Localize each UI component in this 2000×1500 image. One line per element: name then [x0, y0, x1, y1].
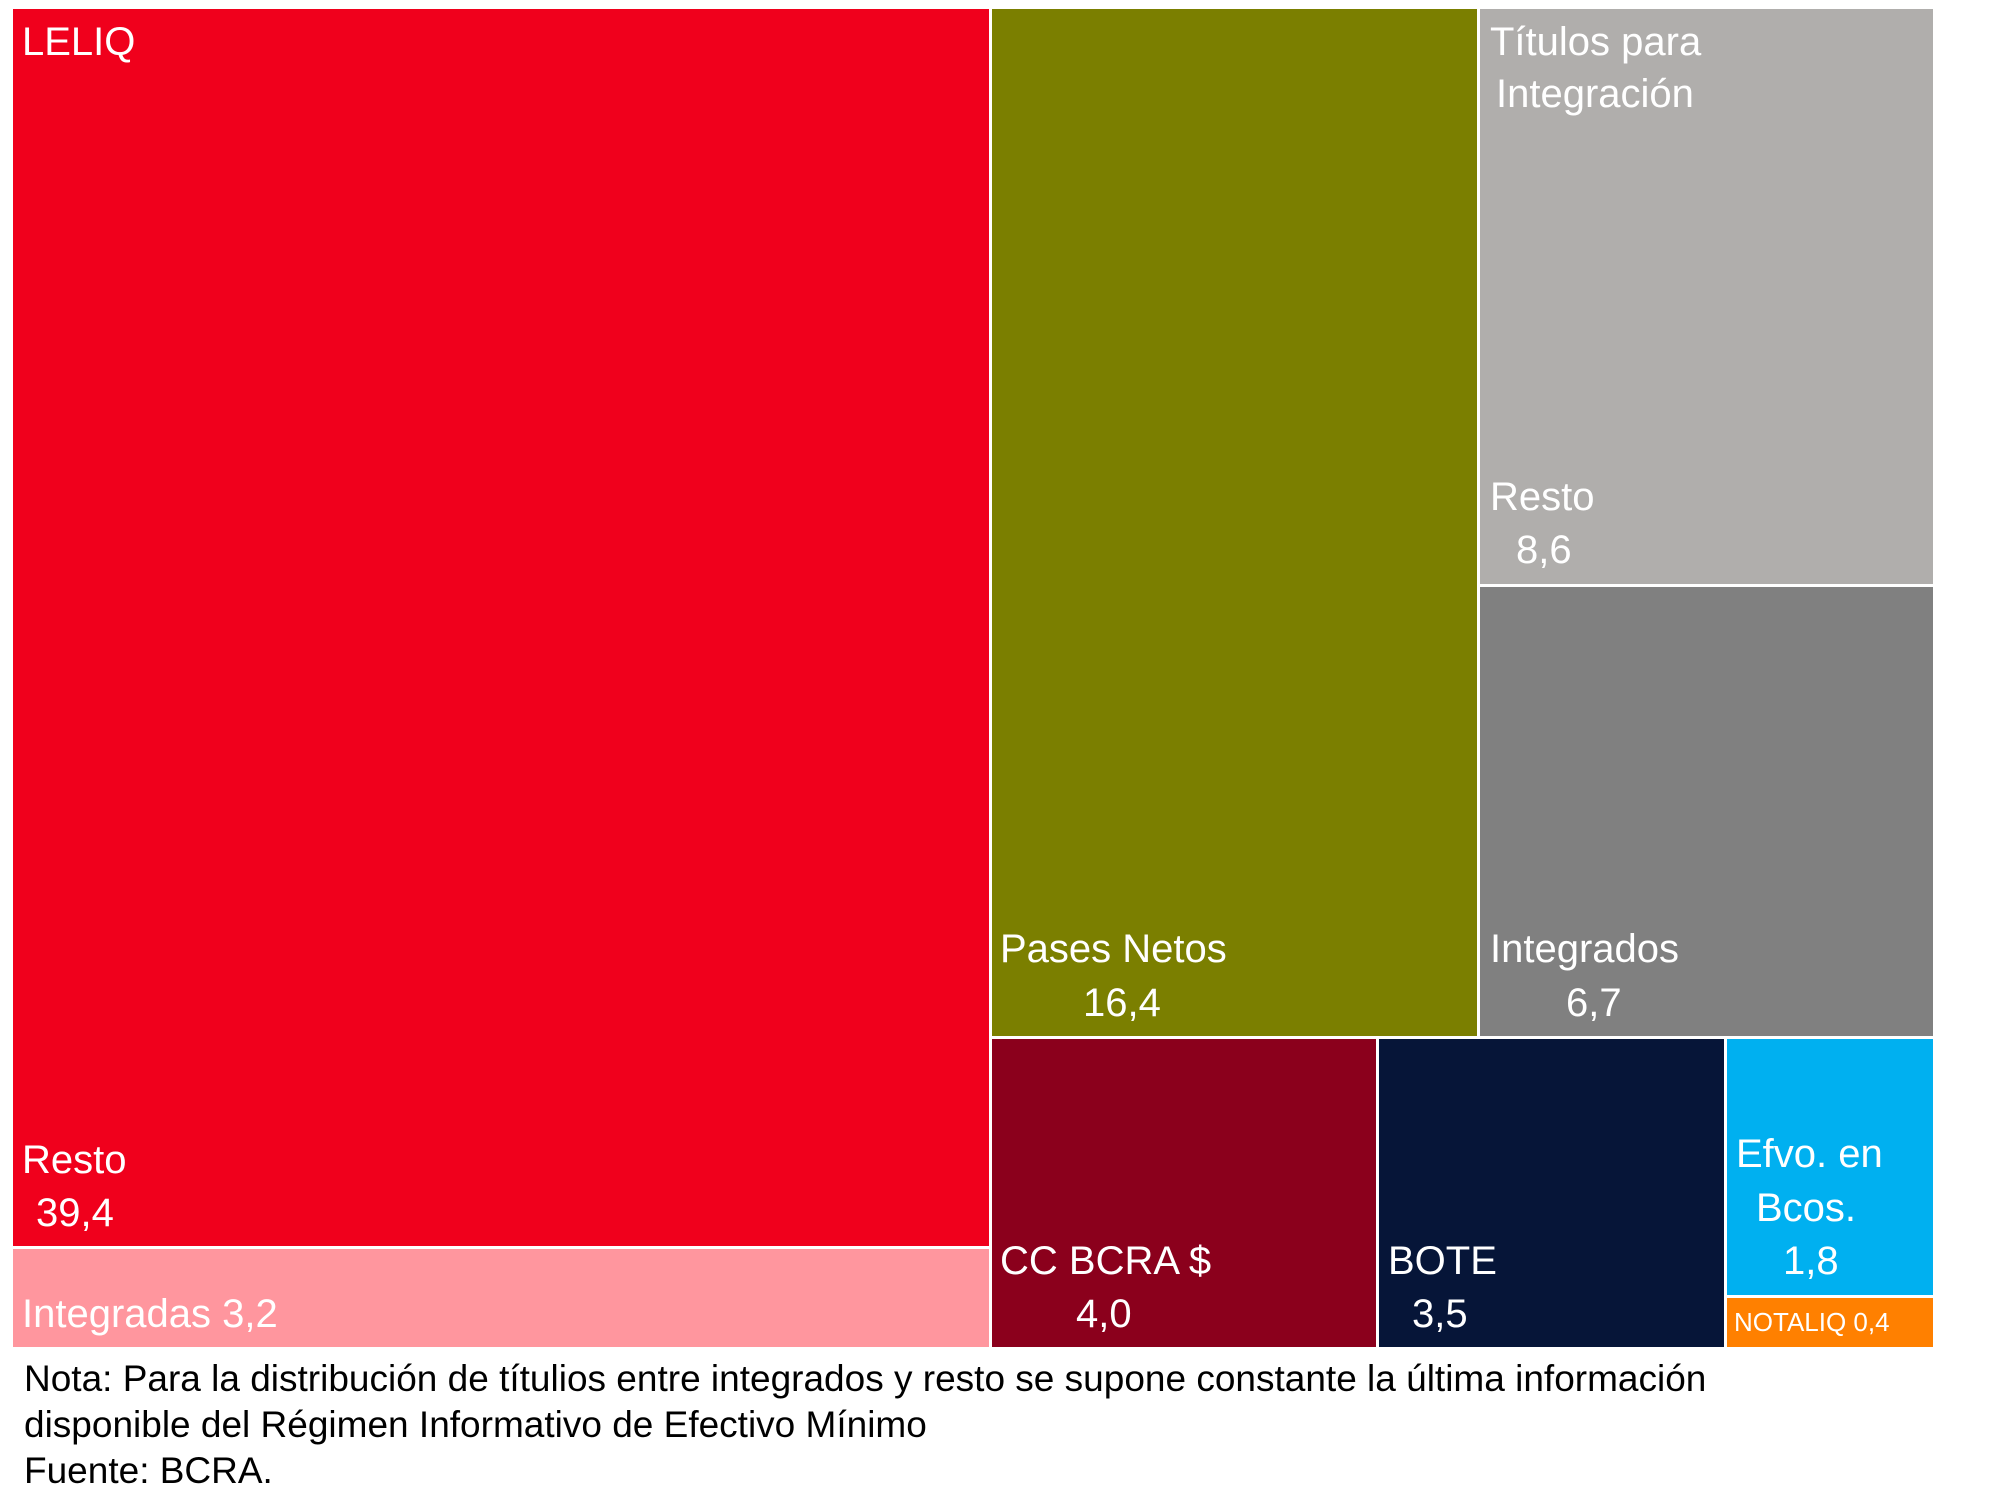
label-titulos-line2: Integración: [1496, 72, 1694, 116]
cell-pases-netos: [989, 6, 1480, 1039]
label-leliq-resto-value: 39,4: [36, 1191, 114, 1235]
label-bote-value: 3,5: [1412, 1292, 1468, 1336]
label-pases-name: Pases Netos: [1000, 927, 1227, 971]
label-cc-name: CC BCRA $: [1000, 1239, 1212, 1283]
label-cc-value: 4,0: [1076, 1292, 1132, 1336]
cell-titulos-resto: [1477, 6, 1936, 587]
source-note: Fuente: BCRA.: [24, 1450, 273, 1491]
label-leliq-resto-name: Resto: [22, 1138, 127, 1182]
footnote-line1: Nota: Para la distribución de títulios e…: [24, 1358, 1707, 1399]
label-integrados-value: 6,7: [1566, 981, 1622, 1025]
label-bote-name: BOTE: [1388, 1239, 1497, 1283]
cell-cc-bcra: [989, 1036, 1379, 1350]
footnote-line2: disponible del Régimen Informativo de Ef…: [24, 1404, 927, 1445]
cell-leliq-resto: [10, 6, 992, 1249]
label-efvo-value: 1,8: [1783, 1239, 1839, 1283]
label-pases-value: 16,4: [1083, 981, 1161, 1025]
treemap-chart: LELIQ Resto 39,4 Integradas 3,2 Pases Ne…: [10, 6, 1936, 1350]
label-integradas: Integradas 3,2: [22, 1292, 278, 1336]
label-efvo-line2: Bcos.: [1756, 1186, 1857, 1230]
label-notaliq: NOTALIQ 0,4: [1734, 1307, 1890, 1337]
label-titulos-resto-name: Resto: [1490, 475, 1595, 519]
label-titulos-line1: Títulos para: [1490, 20, 1702, 64]
cell-leliq-integradas: [10, 1246, 992, 1350]
cell-efvo-bcos: [1724, 1036, 1936, 1298]
label-efvo-line1: Efvo. en: [1736, 1132, 1883, 1176]
label-integrados-name: Integrados: [1490, 927, 1680, 971]
label-titulos-resto-value: 8,6: [1516, 528, 1572, 572]
label-leliq: LELIQ: [22, 20, 136, 64]
cell-notaliq: [1724, 1295, 1936, 1350]
